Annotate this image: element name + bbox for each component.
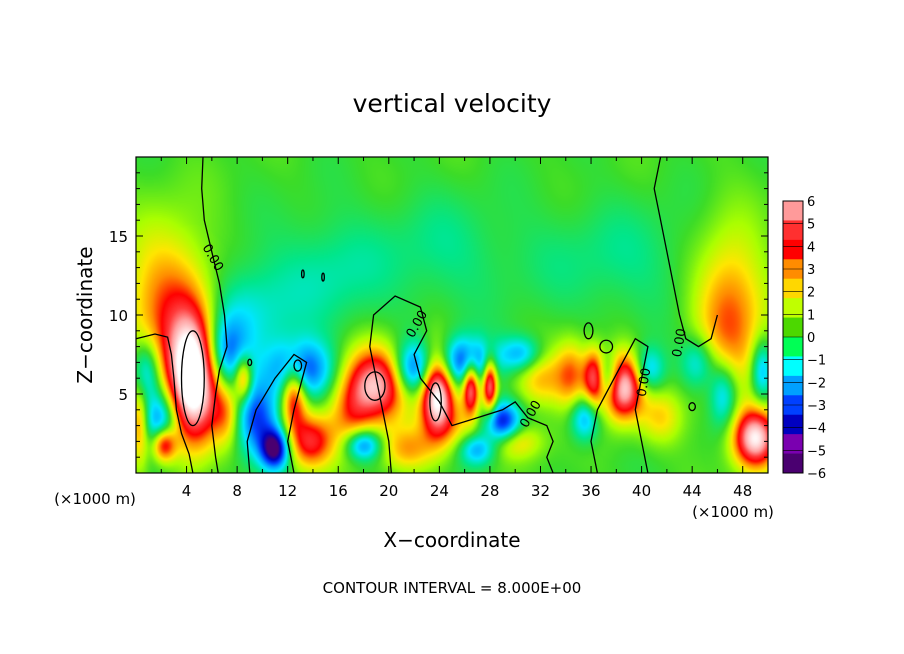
x-tick-label-0: 4 [182, 482, 192, 500]
colorbar-label-9: −3 [807, 399, 826, 414]
closed-contour-4 [688, 402, 696, 412]
x-tick-label-5: 24 [430, 482, 449, 500]
contour-line-4 [246, 353, 308, 474]
colorbar-swatch-8 [783, 356, 803, 377]
x-tick-label-6: 28 [480, 482, 499, 500]
colorbar-swatch-0 [783, 201, 803, 221]
x-tick-label-4: 20 [379, 482, 398, 500]
colorbar-swatch-7 [783, 337, 803, 357]
colorbar-swatch-12 [783, 434, 803, 455]
x-tick-label-8: 36 [581, 482, 600, 500]
colorbar-swatch-2 [783, 239, 803, 260]
closed-contour-6 [293, 359, 303, 372]
closed-contour-3 [583, 322, 594, 340]
closed-contour-9 [599, 339, 614, 354]
contour-label-4: 0.00 [670, 327, 690, 358]
closed-contour-5 [247, 358, 253, 367]
colorbar-swatch-4 [783, 278, 803, 299]
closed-contour-7 [300, 269, 305, 279]
colorbar-label-6: 0 [807, 331, 815, 346]
y-tick-label-0: 5 [118, 386, 128, 404]
contour-line-5 [590, 337, 649, 474]
colorbar-swatch-13 [783, 453, 803, 474]
colorbar-swatch-9 [783, 375, 803, 396]
contour-line-2 [369, 295, 554, 474]
chart-title: vertical velocity [353, 89, 552, 118]
x-tick-label-7: 32 [531, 482, 550, 500]
colorbar-swatch-6 [783, 317, 803, 338]
closed-contour-1 [364, 371, 386, 401]
y-axis-label: Z−coordinate [73, 246, 97, 383]
colorbar-label-1: 5 [807, 218, 815, 233]
closed-contour-2 [429, 382, 442, 422]
contour-lines [135, 156, 719, 474]
x-unit-left: (×1000 m) [54, 490, 136, 508]
contour-line-1 [135, 333, 194, 474]
plot-area: 0.000.000.000.000.00 [135, 156, 769, 474]
x-tick-label-9: 40 [632, 482, 651, 500]
colorbar: 6 5 4 3 2 1 0 −1 −2 −3 −4 −5 −6 [782, 195, 826, 482]
x-unit-right: (×1000 m) [692, 503, 774, 521]
colorbar-label-2: 4 [807, 240, 815, 255]
colorbar-label-7: −1 [807, 354, 826, 369]
closed-contour-0 [180, 330, 205, 427]
contour-line-3 [653, 156, 719, 348]
x-axis-label: X−coordinate [383, 528, 520, 552]
y-tick-label-2: 15 [109, 228, 128, 246]
heatmap-raster [136, 157, 768, 473]
colorbar-swatch-1 [783, 220, 803, 241]
colorbar-label-5: 1 [807, 308, 815, 323]
contour-interval-note: CONTOUR INTERVAL = 8.000E+00 [323, 579, 582, 597]
x-tick-label-10: 44 [683, 482, 702, 500]
colorbar-swatch-11 [783, 414, 803, 435]
colorbar-label-3: 3 [807, 263, 815, 278]
x-tick-label-2: 12 [278, 482, 297, 500]
x-tick-label-1: 8 [232, 482, 242, 500]
colorbar-swatch-5 [783, 298, 803, 319]
colorbar-label-11: −5 [807, 444, 826, 459]
colorbar-label-8: −2 [807, 376, 826, 391]
x-axis: 4 8 12 16 20 24 28 32 36 40 44 48 [160, 157, 752, 500]
colorbar-label-10: −4 [807, 422, 826, 437]
x-tick-label-3: 16 [329, 482, 348, 500]
y-axis: 5 10 15 [109, 172, 768, 458]
colorbar-label-0: 6 [807, 195, 815, 210]
contour-label-3: 0.00 [635, 367, 655, 398]
y-tick-label-1: 10 [109, 307, 128, 325]
colorbar-label-12: −6 [807, 467, 826, 482]
contour-line-0 [201, 156, 228, 474]
colorbar-label-4: 2 [807, 286, 815, 301]
x-tick-label-11: 48 [733, 482, 752, 500]
closed-contour-8 [321, 272, 325, 282]
